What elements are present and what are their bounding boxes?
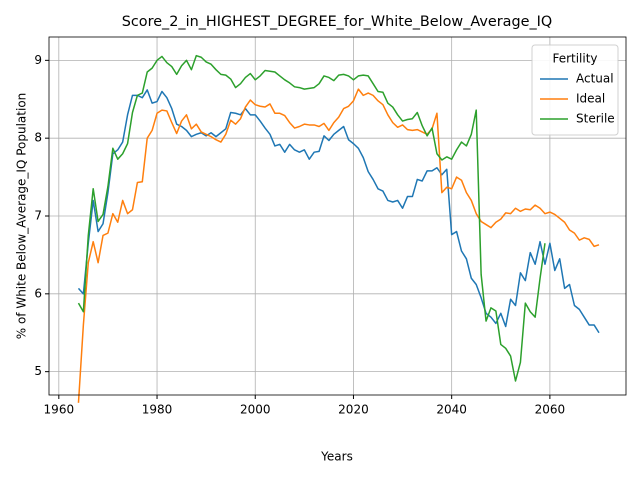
legend-box	[531, 44, 619, 136]
x-axis-label: Years	[320, 450, 353, 464]
y-tick-label: 5	[34, 364, 42, 378]
y-axis-label: % of White Below_Average_IQ Population	[15, 93, 29, 340]
legend: Fertility Actual Ideal Sterile	[531, 44, 619, 136]
x-tick-label: 1980	[142, 403, 173, 417]
x-tick-label: 2040	[436, 403, 467, 417]
legend-label: Actual	[576, 72, 614, 86]
series-line	[77, 89, 600, 334]
legend-label: Sterile	[576, 112, 615, 126]
legend-label: Ideal	[576, 92, 605, 106]
x-tick-label: 2000	[240, 403, 271, 417]
x-tick-label: 2020	[338, 403, 369, 417]
y-tick-label: 9	[34, 53, 42, 67]
axes-frame	[48, 36, 627, 396]
y-tick-label: 6	[34, 286, 42, 300]
chart-title: Score_2_in_HIGHEST_DEGREE_for_White_Belo…	[122, 14, 553, 30]
series-line	[77, 88, 600, 403]
x-tick-label: 1960	[44, 403, 75, 417]
y-tick-label: 7	[34, 209, 42, 223]
y-tick-label: 8	[34, 131, 42, 145]
legend-title: Fertility	[552, 52, 597, 66]
series-line	[77, 54, 546, 382]
x-tick-label: 2060	[535, 403, 566, 417]
